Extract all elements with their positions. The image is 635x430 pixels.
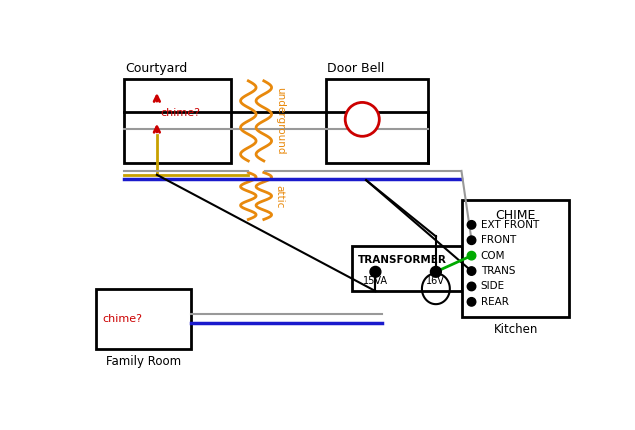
Text: SIDE: SIDE [481, 282, 505, 292]
Text: 15VA: 15VA [363, 276, 388, 286]
Circle shape [370, 267, 381, 277]
Text: REAR: REAR [481, 297, 509, 307]
Text: CHIME: CHIME [495, 209, 536, 222]
Text: Courtyard: Courtyard [125, 61, 187, 75]
Text: COM: COM [481, 251, 505, 261]
Text: chime?: chime? [161, 108, 201, 118]
Bar [462, 200, 569, 317]
Circle shape [467, 298, 476, 306]
Circle shape [467, 282, 476, 291]
Text: 16V: 16V [427, 276, 445, 286]
Circle shape [467, 267, 476, 275]
Circle shape [467, 236, 476, 245]
Bar [124, 79, 231, 163]
Text: TRANSFORMER: TRANSFORMER [358, 255, 447, 265]
Circle shape [431, 267, 441, 277]
Circle shape [467, 252, 476, 260]
Text: attic: attic [275, 184, 284, 208]
Text: EXT FRONT: EXT FRONT [481, 220, 539, 230]
Text: Family Room: Family Room [106, 355, 181, 368]
Text: FRONT: FRONT [481, 235, 516, 245]
Bar [352, 246, 462, 291]
Bar [326, 79, 428, 163]
Circle shape [345, 102, 379, 136]
Text: Door Bell: Door Bell [328, 61, 385, 75]
Text: Kitchen: Kitchen [493, 323, 538, 336]
Bar [97, 289, 191, 349]
Text: chime?: chime? [103, 314, 143, 324]
Circle shape [467, 221, 476, 229]
Text: underground: underground [275, 87, 284, 155]
Text: TRANS: TRANS [481, 266, 516, 276]
